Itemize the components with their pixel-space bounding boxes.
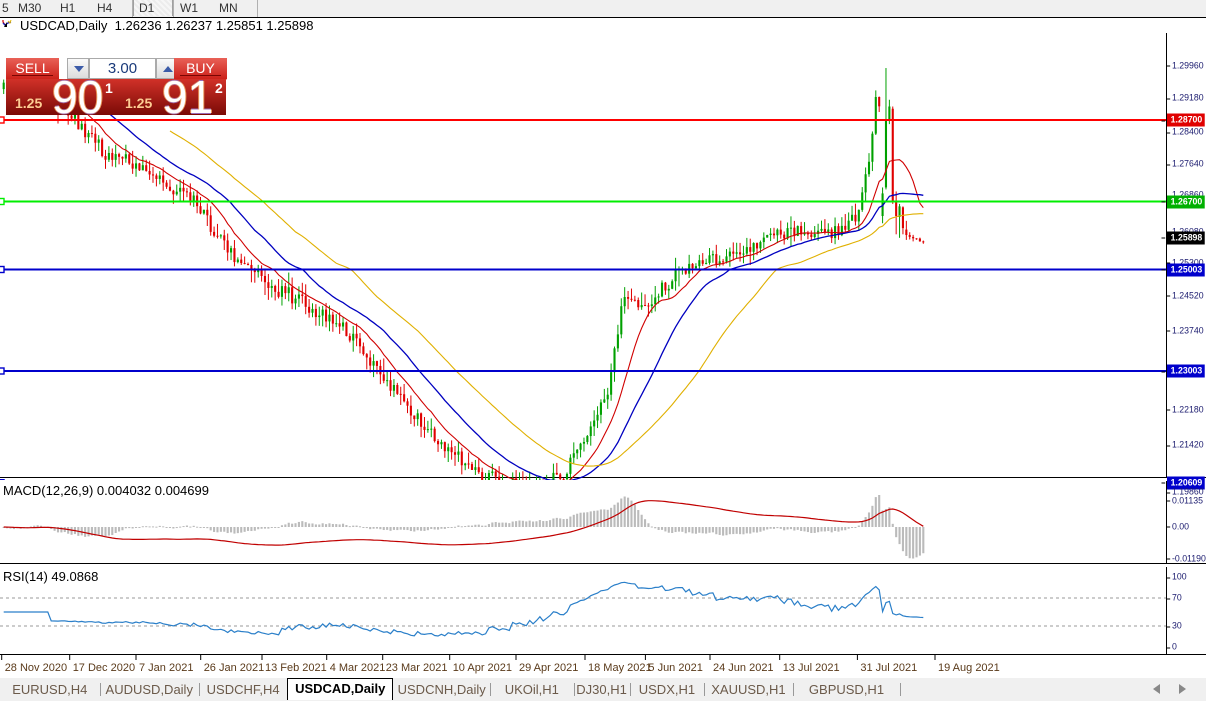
svg-text:19 Aug 2021: 19 Aug 2021: [938, 662, 1000, 674]
svg-text:23 Mar 2021: 23 Mar 2021: [386, 662, 448, 674]
svg-text:10 Apr 2021: 10 Apr 2021: [453, 662, 512, 674]
svg-text:28 Nov 2020: 28 Nov 2020: [5, 662, 67, 674]
svg-text:29 Apr 2021: 29 Apr 2021: [519, 662, 578, 674]
svg-text:13 Jul 2021: 13 Jul 2021: [783, 662, 840, 674]
svg-text:7 Jan 2021: 7 Jan 2021: [139, 662, 193, 674]
svg-text:4 Mar 2021: 4 Mar 2021: [330, 662, 386, 674]
svg-text:18 May 2021: 18 May 2021: [588, 662, 652, 674]
svg-text:17 Dec 2020: 17 Dec 2020: [73, 662, 135, 674]
svg-text:13 Feb 2021: 13 Feb 2021: [265, 662, 327, 674]
svg-text:5 Jun 2021: 5 Jun 2021: [648, 662, 702, 674]
svg-text:24 Jun 2021: 24 Jun 2021: [713, 662, 774, 674]
svg-text:26 Jan 2021: 26 Jan 2021: [204, 662, 265, 674]
svg-text:31 Jul 2021: 31 Jul 2021: [860, 662, 917, 674]
